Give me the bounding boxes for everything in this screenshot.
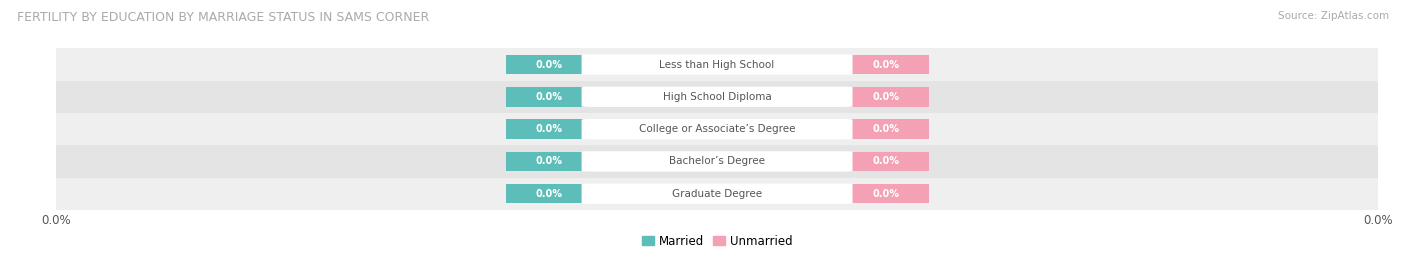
- Bar: [506, 184, 592, 203]
- Bar: [842, 87, 928, 107]
- Bar: [506, 87, 592, 107]
- FancyBboxPatch shape: [582, 54, 852, 75]
- Text: 0.0%: 0.0%: [536, 124, 562, 134]
- Text: 0.0%: 0.0%: [872, 156, 898, 167]
- Bar: [56, 81, 1378, 113]
- Text: Graduate Degree: Graduate Degree: [672, 189, 762, 199]
- Bar: [842, 119, 928, 139]
- Text: 0.0%: 0.0%: [872, 189, 898, 199]
- Text: Bachelor’s Degree: Bachelor’s Degree: [669, 156, 765, 167]
- FancyBboxPatch shape: [582, 119, 852, 139]
- Text: 0.0%: 0.0%: [536, 189, 562, 199]
- Bar: [506, 55, 592, 74]
- Text: 0.0%: 0.0%: [536, 92, 562, 102]
- Text: 0.0%: 0.0%: [872, 124, 898, 134]
- Text: FERTILITY BY EDUCATION BY MARRIAGE STATUS IN SAMS CORNER: FERTILITY BY EDUCATION BY MARRIAGE STATU…: [17, 11, 429, 24]
- Text: 0.0%: 0.0%: [872, 92, 898, 102]
- FancyBboxPatch shape: [582, 87, 852, 107]
- Bar: [56, 178, 1378, 210]
- Bar: [506, 119, 592, 139]
- Bar: [842, 152, 928, 171]
- Bar: [56, 145, 1378, 178]
- Text: Less than High School: Less than High School: [659, 59, 775, 70]
- Text: 0.0%: 0.0%: [536, 156, 562, 167]
- Bar: [506, 152, 592, 171]
- Text: 0.0%: 0.0%: [536, 59, 562, 70]
- Bar: [842, 55, 928, 74]
- Legend: Married, Unmarried: Married, Unmarried: [637, 230, 797, 252]
- Bar: [56, 113, 1378, 145]
- Bar: [842, 184, 928, 203]
- Text: Source: ZipAtlas.com: Source: ZipAtlas.com: [1278, 11, 1389, 21]
- Text: High School Diploma: High School Diploma: [662, 92, 772, 102]
- Text: College or Associate’s Degree: College or Associate’s Degree: [638, 124, 796, 134]
- FancyBboxPatch shape: [582, 183, 852, 204]
- Bar: [56, 48, 1378, 81]
- Text: 0.0%: 0.0%: [872, 59, 898, 70]
- FancyBboxPatch shape: [582, 151, 852, 172]
